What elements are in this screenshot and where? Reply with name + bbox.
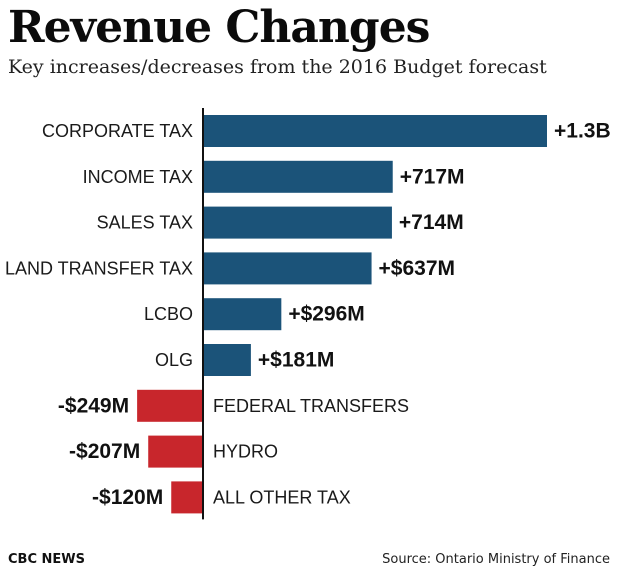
credit-label: CBC NEWS [8, 552, 85, 567]
bar-federal-transfers [137, 389, 203, 422]
category-label-olg: OLG [155, 350, 193, 370]
value-label-federal-transfers: -$249M [58, 394, 129, 417]
value-label-lcbo: +$296M [288, 303, 364, 326]
value-label-land-transfer-tax: +$637M [379, 257, 455, 280]
value-label-corporate-tax: +1.3B [554, 120, 611, 143]
category-label-all-other-tax: ALL OTHER TAX [213, 487, 351, 507]
bar-income-tax [203, 160, 393, 193]
value-label-sales-tax: +714M [399, 211, 464, 234]
bar-lcbo [203, 298, 282, 331]
category-label-federal-transfers: FEDERAL TRANSFERS [213, 396, 409, 416]
value-label-olg: +$181M [258, 349, 334, 372]
value-label-all-other-tax: -$120M [92, 486, 163, 509]
category-label-corporate-tax: CORPORATE TAX [42, 121, 193, 141]
value-label-hydro: -$207M [69, 440, 140, 463]
category-label-lcbo: LCBO [144, 304, 193, 324]
chart-subtitle: Key increases/decreases from the 2016 Bu… [8, 56, 547, 78]
bar-all-other-tax [171, 481, 203, 514]
category-label-land-transfer-tax: LAND TRANSFER TAX [5, 258, 193, 278]
bar-hydro [148, 435, 203, 468]
bar-olg [203, 344, 251, 376]
category-label-sales-tax: SALES TAX [97, 213, 193, 233]
category-label-hydro: HYDRO [213, 442, 278, 462]
value-label-income-tax: +717M [400, 165, 465, 188]
chart-title: Revenue Changes [8, 2, 430, 53]
source-label: Source: Ontario Ministry of Finance [382, 552, 610, 567]
bar-sales-tax [203, 206, 392, 239]
bar-corporate-tax [203, 115, 547, 147]
bar-land-transfer-tax [203, 252, 372, 285]
category-label-income-tax: INCOME TAX [83, 167, 193, 187]
